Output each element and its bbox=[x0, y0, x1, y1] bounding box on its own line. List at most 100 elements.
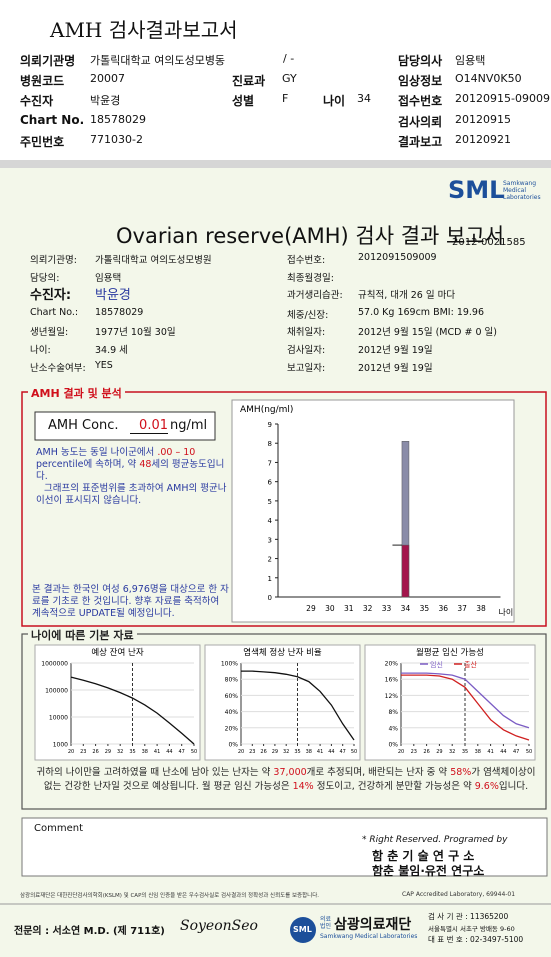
comment-box bbox=[21, 817, 548, 877]
info-value: 1977년 10월 30일 bbox=[95, 327, 176, 338]
line-series bbox=[70, 676, 195, 745]
credit: * Right Reserved. Programed by bbox=[362, 835, 508, 845]
header-label: 나이 bbox=[323, 94, 346, 108]
header-label: 의뢰기관명 bbox=[20, 54, 76, 68]
header-value: 임용택 bbox=[455, 54, 486, 67]
header-value: 771030-2 bbox=[90, 133, 143, 146]
info-label: 과거생리습관: bbox=[287, 290, 343, 301]
org-prefix: 의료법인 bbox=[320, 916, 332, 930]
info-label: 생년월일: bbox=[30, 327, 69, 338]
mini-chart-title: 염색체 정상 난자 비율 bbox=[243, 647, 322, 658]
report-title: Ovarian reserve(AMH) 검사 결과 보고서 bbox=[116, 224, 505, 248]
x-tick-label: 23 bbox=[249, 749, 255, 755]
x-tick-label: 50 bbox=[351, 749, 357, 755]
x-tick-label: 29 bbox=[105, 749, 111, 755]
x-tick-label: 35 bbox=[420, 604, 430, 613]
header-value: / - bbox=[283, 52, 295, 65]
y-tick-label: 3 bbox=[268, 536, 272, 544]
info-label: 접수번호: bbox=[287, 255, 326, 266]
footer-logo: SML bbox=[293, 925, 312, 934]
logo: SML bbox=[448, 176, 505, 204]
header-value: 20120915-09009 bbox=[455, 92, 550, 105]
x-tick-label: 34 bbox=[401, 604, 411, 613]
footer-cap: CAP Accredited Laboratory, 69944-01 bbox=[402, 891, 516, 898]
x-tick-label: 38 bbox=[142, 749, 148, 755]
x-tick-label: 32 bbox=[283, 749, 289, 755]
y-tick-label: 1000000 bbox=[41, 661, 68, 668]
mini-chart-box bbox=[34, 644, 201, 761]
info-value: 임용택 bbox=[95, 273, 122, 284]
x-tick-label: 32 bbox=[449, 749, 455, 755]
y-tick-label: 8 bbox=[268, 440, 272, 448]
note-range: .00 – 10 bbox=[157, 447, 196, 458]
y-tick-label: 20% bbox=[385, 661, 399, 668]
x-tick-label: 47 bbox=[513, 749, 519, 755]
y-tick-label: 9 bbox=[268, 421, 272, 429]
credit: 함 춘 기 술 연 구 소 bbox=[372, 849, 475, 863]
y-tick-label: 60% bbox=[225, 693, 239, 700]
x-tick-label: 44 bbox=[166, 749, 172, 755]
info-value: 규칙적, 대개 26 일 마다 bbox=[358, 290, 456, 301]
x-tick-label: 32 bbox=[363, 604, 373, 613]
header-value: 20120915 bbox=[455, 113, 511, 126]
x-tick-label: 38 bbox=[476, 604, 486, 613]
x-tick-label: 38 bbox=[306, 749, 312, 755]
info-value: 박윤경 bbox=[95, 288, 131, 303]
x-tick-label: 35 bbox=[129, 749, 135, 755]
x-tick-label: 47 bbox=[340, 749, 346, 755]
summary-text: 정도이고, 건강하게 분만할 가능성은 약 bbox=[316, 781, 472, 792]
footer-logo-mark bbox=[290, 917, 316, 943]
y-tick-label: 40% bbox=[225, 709, 239, 716]
report-number: 2012-0021585 bbox=[452, 237, 526, 248]
x-tick-label: 36 bbox=[438, 604, 448, 613]
header-label: 접수번호 bbox=[398, 94, 443, 108]
conc-value: 0.01 bbox=[130, 418, 168, 434]
y-tick-label: 100% bbox=[221, 661, 238, 668]
info-value: 2012091509009 bbox=[358, 252, 437, 263]
x-tick-label: 35 bbox=[294, 749, 300, 755]
summary-number: 14% bbox=[292, 781, 314, 792]
credit: 함춘 불임·유전 연구소 bbox=[372, 864, 485, 878]
x-tick-label: 35 bbox=[462, 749, 468, 755]
x-tick-label: 38 bbox=[475, 749, 481, 755]
header-label: 담당의사 bbox=[398, 54, 443, 68]
x-tick-label: 29 bbox=[272, 749, 278, 755]
note-text: AMH 농도는 동일 나이군에서 bbox=[36, 447, 155, 458]
info-label: 난소수술여부: bbox=[30, 363, 86, 374]
info-label: 의뢰기관명: bbox=[30, 255, 77, 266]
mini-chart-box bbox=[364, 644, 536, 761]
y-tick-label: 4% bbox=[388, 725, 398, 732]
x-tick-label: 37 bbox=[457, 604, 467, 613]
x-axis-title: 나이 bbox=[499, 607, 514, 617]
x-tick-label: 26 bbox=[260, 749, 266, 755]
summary-text: 귀하의 나이만을 고려하였을 때 난소에 남아 있는 난자는 약 bbox=[36, 767, 271, 778]
y-tick-label: 100000 bbox=[45, 688, 68, 695]
y-tick-label: 80% bbox=[225, 677, 239, 684]
mini-chart-box bbox=[204, 644, 361, 761]
divider bbox=[0, 160, 551, 168]
info-value: 2012년 9월 15일 (MCD # 0 일) bbox=[358, 327, 497, 338]
info-value: 18578029 bbox=[95, 307, 144, 318]
summary-text: 가 염색체이상이 없는 건강한 난자일 것으로 예상됩니다. 월 평균 임신 가… bbox=[43, 767, 536, 792]
summary-number: 37,000 bbox=[273, 767, 307, 778]
x-tick-label: 20 bbox=[68, 749, 74, 755]
basic-header: 나이에 따른 기본 자료 bbox=[28, 627, 137, 643]
y-tick-label: 12% bbox=[385, 693, 399, 700]
mini-chart-title: 월평균 임신 가능성 bbox=[416, 647, 484, 658]
note-text: percentile에 속하며, 약 bbox=[36, 459, 137, 470]
header-label: 수진자 bbox=[20, 94, 54, 108]
mini-chart-title: 예상 잔여 난자 bbox=[91, 647, 144, 658]
summary-text: 개로 추정되며, 배란되는 난자 중 약 bbox=[306, 767, 448, 778]
y-tick-label: 1 bbox=[268, 575, 272, 583]
info-label: 채취일자: bbox=[287, 327, 326, 338]
signature: SoyeonSeo bbox=[180, 918, 258, 934]
y-tick-label: 1000 bbox=[53, 742, 68, 749]
header-label: 결과보고 bbox=[398, 135, 443, 149]
header-label: 임상정보 bbox=[398, 74, 443, 88]
x-tick-label: 50 bbox=[526, 749, 532, 755]
x-tick-label: 44 bbox=[328, 749, 334, 755]
info-value: 2012년 9월 19일 bbox=[358, 363, 433, 374]
info-label: 검사일자: bbox=[287, 345, 326, 356]
org-en: Samkwang Medical Laboratories bbox=[320, 933, 418, 940]
